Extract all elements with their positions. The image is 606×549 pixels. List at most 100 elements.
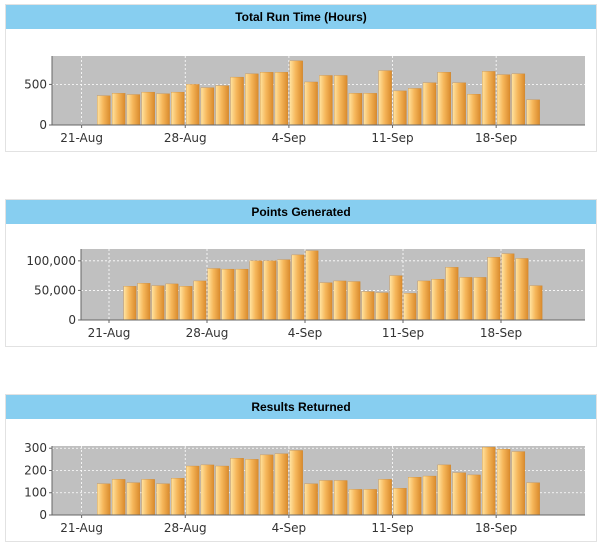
chart-panel-points-generated: Points Generated 0 50,000 100,000 21-Aug 28-… xyxy=(5,199,597,347)
bar xyxy=(389,275,403,321)
bar xyxy=(245,73,259,126)
bar xyxy=(422,475,437,516)
bar xyxy=(126,482,141,516)
bar xyxy=(111,479,126,516)
x-tick-label: 21-Aug xyxy=(60,521,103,535)
bar xyxy=(305,250,319,321)
x-tick-label: 18-Sep xyxy=(480,326,522,340)
bar xyxy=(291,254,305,321)
bar xyxy=(137,283,151,321)
bar xyxy=(277,259,291,321)
bar xyxy=(482,71,496,126)
bar xyxy=(141,479,155,516)
bar xyxy=(403,293,417,321)
bar xyxy=(171,478,185,516)
bar xyxy=(185,465,200,516)
y-tick-label: 0 xyxy=(39,508,47,522)
chart-run-time: 0 500 21-Aug 28-Aug 4-Sep 11-Sep 18-Sep xyxy=(24,56,585,145)
bar xyxy=(111,93,126,126)
bar xyxy=(215,85,229,126)
bar xyxy=(123,286,137,321)
y-tick-label: 200 xyxy=(24,463,47,477)
bar xyxy=(348,489,363,516)
bar xyxy=(260,454,274,516)
bar xyxy=(274,72,289,126)
bar xyxy=(422,82,437,126)
bar xyxy=(459,277,473,321)
bar xyxy=(230,76,244,126)
bar xyxy=(249,260,263,321)
x-tick-label: 28-Aug xyxy=(164,521,207,535)
bar xyxy=(467,94,481,126)
bar xyxy=(482,446,496,516)
bar xyxy=(185,84,200,126)
bar xyxy=(526,99,540,126)
bar xyxy=(274,453,289,516)
bar xyxy=(378,479,392,516)
bar xyxy=(126,94,141,126)
bar xyxy=(304,81,318,126)
bar xyxy=(141,91,155,126)
y-tick-label: 0 xyxy=(68,313,76,327)
x-tick-label: 11-Sep xyxy=(382,326,424,340)
bar xyxy=(289,60,303,126)
x-tick-label: 11-Sep xyxy=(371,521,413,535)
bar xyxy=(221,268,235,321)
bar xyxy=(501,253,515,321)
bar xyxy=(393,488,407,516)
chart-title: Total Run Time (Hours) xyxy=(6,5,596,29)
bar xyxy=(408,477,422,516)
bar xyxy=(334,480,348,516)
bar xyxy=(467,474,481,516)
bar xyxy=(319,282,333,321)
bar xyxy=(334,75,348,126)
bar xyxy=(393,90,407,126)
x-tick-label: 28-Aug xyxy=(186,326,229,340)
bar xyxy=(452,82,466,126)
bar xyxy=(437,72,452,126)
bar xyxy=(515,258,529,321)
x-tick-label: 18-Sep xyxy=(475,131,517,145)
y-tick-label: 0 xyxy=(39,118,47,132)
bar xyxy=(348,93,363,126)
chart-title: Points Generated xyxy=(6,200,596,224)
bar xyxy=(171,91,185,126)
bar xyxy=(408,88,422,126)
y-tick-label: 50,000 xyxy=(34,283,76,297)
bar xyxy=(97,483,111,516)
bar xyxy=(179,286,193,321)
bar xyxy=(319,480,333,516)
bar xyxy=(496,449,511,516)
bar xyxy=(361,291,375,321)
chart-title: Results Returned xyxy=(6,395,596,419)
x-tick-label: 18-Sep xyxy=(475,521,517,535)
bar xyxy=(263,260,277,321)
bar xyxy=(417,280,431,321)
bar xyxy=(529,285,543,321)
x-tick-label: 11-Sep xyxy=(371,131,413,145)
bar xyxy=(156,93,170,126)
bar xyxy=(496,74,511,126)
bar xyxy=(207,268,221,321)
bar xyxy=(511,73,526,126)
bar xyxy=(452,472,466,516)
bar xyxy=(260,72,274,126)
bar xyxy=(200,87,215,126)
bar xyxy=(235,268,249,321)
x-tick-label: 28-Aug xyxy=(164,131,207,145)
x-tick-label: 4-Sep xyxy=(272,131,307,145)
y-tick-label: 100 xyxy=(24,486,47,500)
chart-panel-run-time: Total Run Time (Hours) 0 500 21-Aug 28-Aug 4… xyxy=(5,4,597,152)
bar xyxy=(347,281,361,321)
bar xyxy=(304,483,318,516)
bar xyxy=(289,450,303,516)
bar xyxy=(151,285,165,321)
chart-points-generated: 0 50,000 100,000 21-Aug 28-Aug 4-Sep 11-Sep 18-… xyxy=(26,249,585,340)
bar xyxy=(230,458,244,516)
y-tick-label: 500 xyxy=(24,77,47,91)
bar xyxy=(375,292,389,321)
bar xyxy=(333,280,347,321)
bar xyxy=(487,257,501,321)
bar xyxy=(156,483,170,516)
bar xyxy=(445,267,459,321)
